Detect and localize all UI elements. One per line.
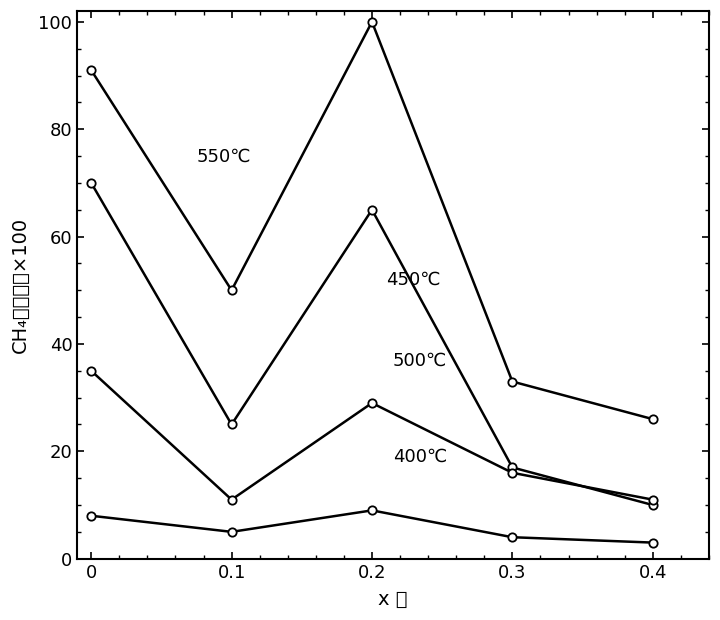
Text: 450℃: 450℃ xyxy=(386,271,441,289)
Text: 550℃: 550℃ xyxy=(197,148,251,166)
Y-axis label: CH₄的转化率×100: CH₄的转化率×100 xyxy=(11,217,30,353)
Text: 400℃: 400℃ xyxy=(393,448,447,466)
X-axis label: x 値: x 値 xyxy=(378,590,408,609)
Text: 500℃: 500℃ xyxy=(393,352,447,370)
